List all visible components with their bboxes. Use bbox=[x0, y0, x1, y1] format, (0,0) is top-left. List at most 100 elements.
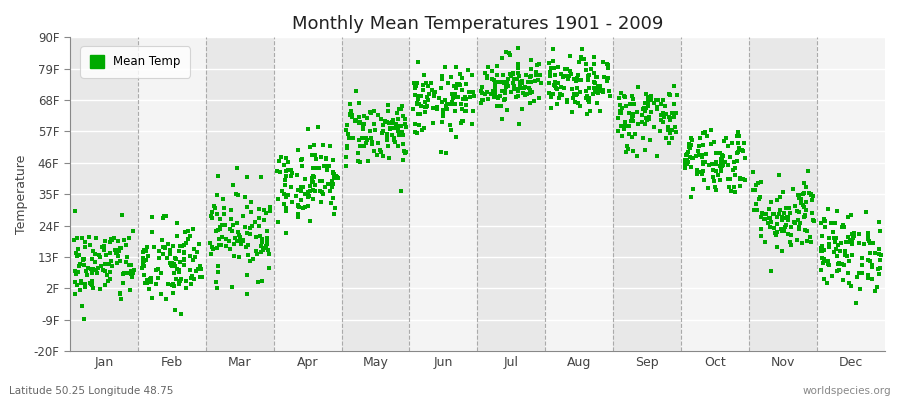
Point bbox=[597, 73, 611, 80]
Point bbox=[113, 291, 128, 298]
Point bbox=[140, 244, 154, 250]
Point bbox=[749, 182, 763, 188]
Point bbox=[832, 248, 847, 254]
Point bbox=[191, 266, 205, 272]
Point bbox=[564, 86, 579, 92]
Point bbox=[145, 294, 159, 301]
Point bbox=[136, 249, 150, 255]
Point bbox=[777, 228, 791, 234]
Point bbox=[173, 242, 187, 249]
Point bbox=[210, 278, 224, 285]
Point bbox=[434, 148, 448, 155]
Point bbox=[156, 250, 170, 257]
Point bbox=[228, 252, 242, 259]
Point bbox=[564, 70, 579, 77]
Point bbox=[619, 103, 634, 109]
Point bbox=[381, 108, 395, 114]
Point bbox=[557, 66, 572, 72]
Point bbox=[123, 262, 138, 268]
Point bbox=[70, 253, 85, 259]
Point bbox=[407, 80, 421, 86]
Point bbox=[78, 281, 93, 287]
Point bbox=[758, 210, 772, 217]
Point bbox=[523, 90, 537, 96]
Point bbox=[818, 218, 832, 224]
Point bbox=[345, 112, 359, 118]
Point bbox=[447, 83, 462, 90]
Point bbox=[667, 101, 681, 107]
Point bbox=[77, 256, 92, 262]
Point bbox=[364, 109, 378, 116]
Point bbox=[312, 188, 327, 194]
Point bbox=[650, 106, 664, 112]
Point bbox=[806, 193, 820, 200]
Point bbox=[546, 91, 561, 97]
Point bbox=[492, 78, 507, 85]
Point bbox=[551, 80, 565, 86]
Point bbox=[497, 96, 511, 103]
Point bbox=[798, 226, 813, 233]
Point bbox=[83, 280, 97, 286]
Point bbox=[68, 290, 83, 297]
Point bbox=[351, 149, 365, 156]
Point bbox=[175, 243, 189, 249]
Point bbox=[256, 217, 271, 223]
Point bbox=[693, 134, 707, 141]
Point bbox=[634, 118, 649, 125]
Point bbox=[225, 228, 239, 234]
Point bbox=[631, 121, 645, 128]
Point bbox=[842, 234, 856, 240]
Point bbox=[340, 121, 355, 128]
Point bbox=[635, 119, 650, 126]
Point bbox=[554, 71, 568, 77]
Point bbox=[252, 215, 266, 221]
Point bbox=[561, 98, 575, 104]
Point bbox=[410, 59, 425, 65]
Point bbox=[560, 65, 574, 72]
Point bbox=[615, 105, 629, 111]
Point bbox=[256, 247, 270, 254]
Point bbox=[637, 108, 652, 114]
Point bbox=[508, 83, 522, 90]
Point bbox=[214, 234, 229, 241]
Point bbox=[187, 245, 202, 252]
Point bbox=[769, 232, 783, 238]
Point bbox=[566, 95, 580, 101]
Point bbox=[656, 112, 670, 118]
Point bbox=[204, 215, 219, 221]
Point bbox=[533, 72, 547, 78]
Point bbox=[753, 233, 768, 240]
Point bbox=[225, 284, 239, 290]
Point bbox=[291, 211, 305, 217]
Point bbox=[513, 79, 527, 85]
Point bbox=[511, 93, 526, 99]
Point bbox=[726, 167, 741, 174]
Point bbox=[162, 247, 176, 253]
Point bbox=[730, 157, 744, 164]
Point bbox=[241, 252, 256, 258]
Point bbox=[714, 156, 728, 162]
Point bbox=[556, 74, 571, 81]
Point bbox=[306, 179, 320, 185]
Point bbox=[277, 191, 292, 198]
Point bbox=[733, 174, 747, 181]
Point bbox=[250, 251, 265, 257]
Bar bbox=[817, 37, 885, 351]
Point bbox=[233, 241, 248, 248]
Point bbox=[860, 257, 875, 263]
Point bbox=[137, 263, 151, 269]
Point bbox=[679, 160, 693, 167]
Point bbox=[822, 234, 836, 241]
Point bbox=[836, 261, 850, 268]
Point bbox=[753, 214, 768, 220]
Point bbox=[497, 78, 511, 85]
Point bbox=[821, 206, 835, 212]
Point bbox=[301, 189, 315, 195]
Point bbox=[226, 182, 240, 188]
Point bbox=[778, 204, 793, 211]
Point bbox=[787, 219, 801, 225]
Point bbox=[440, 101, 454, 107]
Point bbox=[484, 91, 499, 98]
Text: Latitude 50.25 Longitude 48.75: Latitude 50.25 Longitude 48.75 bbox=[9, 386, 174, 396]
Point bbox=[684, 142, 698, 148]
